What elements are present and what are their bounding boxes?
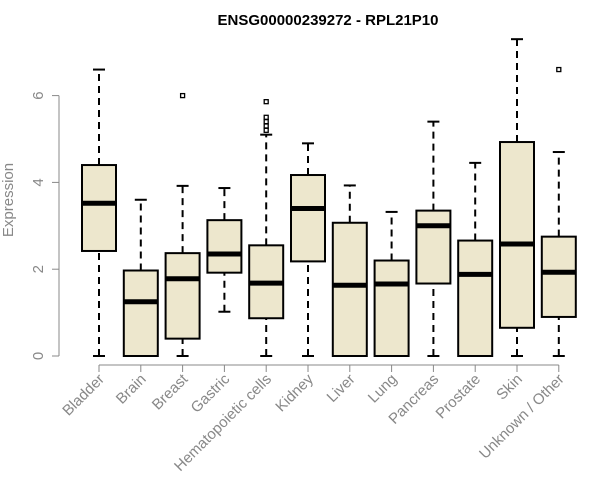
y-tick-label: 2 xyxy=(30,265,47,273)
iqr-box xyxy=(290,174,326,263)
iqr-box xyxy=(373,259,410,357)
iqr-box xyxy=(122,269,159,358)
x-tick-label: Kidney xyxy=(272,370,317,415)
box-gastric xyxy=(206,187,243,313)
box-skin xyxy=(499,38,535,357)
outlier-point xyxy=(263,114,269,120)
outlier-point xyxy=(556,66,562,73)
outlier-point xyxy=(179,92,186,99)
iqr-box xyxy=(331,221,368,357)
outlier-point xyxy=(263,127,269,133)
box-hematopoietic-cells xyxy=(248,99,285,357)
iqr-box xyxy=(164,252,201,340)
x-tick-label: Breast xyxy=(149,370,192,413)
iqr-box xyxy=(540,235,577,318)
box-unknown-other xyxy=(540,66,577,357)
box-prostate xyxy=(457,161,494,357)
box-liver xyxy=(331,184,368,357)
x-tick-label: Lung xyxy=(365,371,401,407)
x-tick-label: Prostate xyxy=(432,371,484,423)
x-tick-label: Brain xyxy=(113,371,150,408)
outlier-point xyxy=(263,118,269,125)
y-tick-label: 0 xyxy=(30,352,47,360)
iqr-box xyxy=(206,219,243,274)
y-tick-label: 6 xyxy=(30,91,47,99)
box-brain xyxy=(122,198,159,358)
y-tick-label: 4 xyxy=(30,178,47,186)
iqr-box xyxy=(415,209,452,285)
box-breast xyxy=(164,92,201,357)
iqr-box xyxy=(499,141,535,329)
box-series xyxy=(81,38,577,358)
outlier-point xyxy=(263,99,269,105)
iqr-box xyxy=(457,239,494,357)
box-lung xyxy=(373,210,410,357)
outlier-point xyxy=(263,123,269,129)
box-kidney xyxy=(290,142,326,357)
y-axis: 0 2 4 6 xyxy=(30,91,60,360)
iqr-box xyxy=(81,164,117,252)
chart-title: ENSG00000239272 - RPL21P10 xyxy=(218,12,439,29)
box-bladder xyxy=(81,68,117,357)
x-tick-label: Liver xyxy=(324,371,359,406)
x-tick-label: Bladder xyxy=(59,371,108,420)
x-tick-label: Skin xyxy=(493,371,526,404)
box-pancreas xyxy=(415,120,452,357)
y-axis-label: Expression xyxy=(0,163,17,237)
